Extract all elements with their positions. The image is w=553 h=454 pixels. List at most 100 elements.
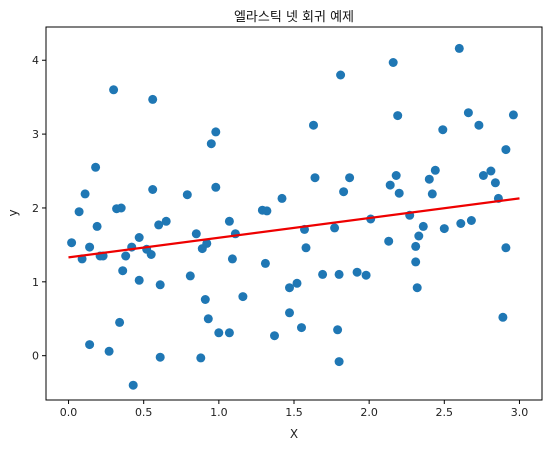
data-point (104, 346, 114, 356)
data-point (411, 257, 421, 267)
data-point (501, 145, 511, 155)
data-point (116, 203, 126, 213)
data-point (430, 165, 440, 175)
data-point (391, 171, 401, 180)
data-point (155, 352, 165, 362)
data-point (80, 189, 90, 199)
chart-title: 엘라스틱 넷 회귀 예제 (234, 10, 354, 25)
data-point (310, 173, 320, 183)
data-point (438, 125, 448, 135)
data-point (352, 267, 362, 277)
data-point (260, 258, 270, 268)
y-axis-label: y (6, 209, 20, 216)
data-point (385, 180, 395, 190)
data-point (196, 353, 206, 363)
data-point (211, 127, 221, 137)
data-point (67, 238, 77, 248)
data-point (148, 185, 158, 194)
data-point (191, 229, 201, 239)
data-point (202, 238, 212, 248)
data-point (91, 162, 101, 172)
data-point (206, 139, 216, 149)
data-point (285, 308, 294, 318)
data-point (388, 58, 398, 67)
data-point (334, 269, 344, 279)
data-point (345, 173, 355, 183)
data-point (361, 270, 371, 280)
x-tick-label: 2.0 (360, 406, 378, 419)
data-point (182, 190, 192, 200)
data-point (109, 85, 119, 95)
x-tick-label: 1.0 (210, 406, 228, 419)
data-point (411, 241, 421, 251)
data-point (490, 178, 500, 188)
y-tick-label: 1 (32, 276, 39, 289)
data-point (498, 312, 508, 322)
data-point (454, 43, 464, 53)
data-point (270, 331, 279, 341)
data-point (330, 223, 340, 233)
data-point (414, 231, 424, 241)
data-point (394, 188, 404, 198)
x-tick-label: 0.0 (60, 406, 78, 419)
regression-line (68, 197, 520, 259)
data-point (301, 243, 311, 253)
data-point (427, 189, 437, 199)
data-point (424, 174, 434, 184)
data-point (463, 108, 473, 118)
data-point (456, 219, 466, 228)
data-point (393, 111, 403, 121)
data-point (418, 221, 428, 231)
data-point (439, 224, 449, 234)
y-tick-label: 3 (32, 128, 39, 141)
data-point (238, 292, 248, 302)
data-point (118, 266, 128, 276)
y-tick-label: 2 (32, 202, 39, 215)
data-point (412, 283, 422, 293)
data-point (486, 166, 496, 176)
data-point (154, 220, 164, 230)
data-point (134, 275, 144, 285)
data-point (200, 295, 210, 304)
data-point (336, 70, 346, 80)
data-point (214, 328, 224, 338)
data-point (318, 269, 328, 279)
x-tick-label: 0.5 (135, 406, 153, 419)
data-point (155, 280, 165, 290)
data-point (115, 317, 125, 327)
data-point (224, 328, 234, 338)
data-point (384, 236, 394, 246)
data-point (474, 120, 484, 130)
data-point (508, 110, 518, 120)
data-point (277, 193, 287, 203)
y-axis: 0 1 2 3 4 (32, 54, 46, 363)
data-point (121, 251, 131, 261)
data-point (211, 182, 221, 192)
data-point (92, 221, 102, 231)
data-point (297, 323, 306, 333)
plot-marks (67, 43, 520, 390)
data-point (501, 243, 511, 253)
x-tick-label: 2.5 (436, 406, 454, 419)
data-point (227, 254, 237, 264)
data-point (339, 187, 349, 197)
data-point (203, 314, 213, 324)
data-point (185, 271, 195, 281)
data-point (334, 357, 344, 367)
data-point (478, 171, 488, 180)
x-axis-label: X (290, 427, 298, 441)
x-tick-label: 3.0 (511, 406, 529, 419)
data-point (146, 250, 156, 259)
data-point (292, 278, 302, 288)
data-point (161, 216, 171, 226)
data-point (85, 242, 95, 252)
data-point (74, 207, 84, 217)
data-point (285, 283, 294, 293)
data-point (309, 120, 318, 130)
x-axis: 0.0 0.5 1.0 1.5 2.0 2.5 3.0 (60, 400, 528, 419)
data-point (466, 216, 476, 225)
data-point (148, 94, 158, 104)
data-point (262, 206, 272, 216)
data-point (224, 216, 234, 226)
